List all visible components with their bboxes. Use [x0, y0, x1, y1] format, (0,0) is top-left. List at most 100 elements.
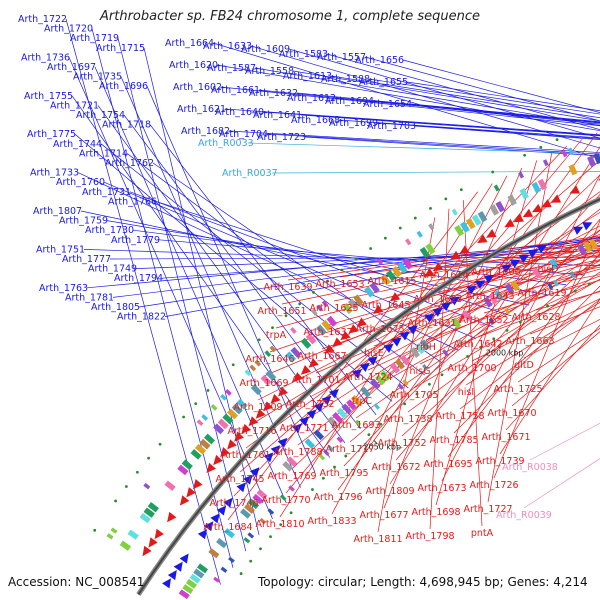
reverse-gene-label: Arth_1717 — [325, 444, 374, 455]
forward-category-block — [220, 566, 228, 573]
forward-gene-label: Arth_1762 — [105, 158, 154, 169]
reverse-gene-label: ribH — [416, 342, 436, 353]
orf-marker — [311, 488, 314, 491]
reverse-category-block — [269, 345, 277, 353]
reverse-label-leader — [239, 159, 600, 473]
forward-category-block — [259, 517, 267, 525]
reverse-rna-label: Arth_R0039 — [496, 510, 552, 521]
reverse-category-block — [519, 188, 529, 200]
reverse-gene-label: Arth_1628 — [511, 312, 560, 323]
orf-marker — [340, 268, 344, 272]
reverse-gene-label: Arth_1693 — [331, 420, 380, 431]
forward-category-block — [213, 576, 220, 583]
forward-gene-arrow — [359, 362, 370, 372]
forward-gene-label: Arth_1751 — [36, 244, 85, 255]
label-leader-lines — [65, 18, 600, 585]
reverse-category-block — [143, 507, 155, 518]
reverse-category-block — [386, 270, 397, 282]
forward-gene-arrow — [501, 264, 512, 274]
reverse-gene-arrow — [213, 454, 223, 466]
forward-gene-label: Arth_1718 — [102, 120, 151, 131]
reverse-label-leader — [321, 250, 600, 350]
forward-category-block — [252, 493, 264, 505]
forward-gene-label: Arth_1722 — [18, 14, 67, 25]
reverse-category-block — [568, 164, 578, 176]
forward-category-block — [588, 238, 598, 250]
reverse-gene-label: Arth_1810 — [255, 519, 304, 530]
reverse-gene-arrow — [486, 229, 497, 238]
reverse-gene-label: Arth_1614 — [419, 270, 468, 281]
forward-gene-arrow — [391, 337, 402, 347]
reverse-label-leader — [435, 160, 538, 506]
reverse-label-leader — [367, 264, 600, 371]
reverse-category-block — [220, 393, 227, 401]
forward-gene-arrow — [243, 474, 253, 485]
forward-gene-label: Arth_1656 — [355, 55, 404, 66]
reverse-gene-label: Arth_1833 — [307, 516, 356, 527]
reverse-gene-label: Arth_1788 — [273, 447, 322, 458]
reverse-label-leader — [391, 245, 600, 275]
orf-marker — [546, 304, 550, 308]
orf-marker — [444, 197, 448, 201]
forward-category-block — [494, 289, 504, 302]
forward-gene-arrow — [204, 521, 214, 532]
reverse-gene-label: Arth_1652 — [459, 315, 508, 326]
forward-category-block — [380, 370, 391, 382]
reverse-gene-label: Arth_1738 — [383, 414, 432, 425]
forward-category-block — [327, 445, 334, 452]
reverse-gene-label: Arth_1739 — [475, 456, 524, 467]
reverse-label-leader — [337, 132, 598, 491]
orf-marker — [284, 314, 288, 318]
orf-marker — [479, 346, 482, 349]
reverse-gene-label: Arth_1796 — [313, 492, 362, 503]
reverse-category-block — [290, 346, 302, 358]
reverse-gene-arrow — [389, 292, 401, 302]
reverse-category-block — [305, 333, 317, 345]
reverse-category-block — [380, 274, 391, 286]
forward-category-block — [488, 293, 499, 305]
forward-gene-label: Arth_1733 — [30, 168, 79, 179]
reverse-gene-arrow — [186, 487, 196, 498]
reverse-gene-arrow — [531, 203, 543, 213]
reverse-gene-label: Arth_1651 — [257, 306, 306, 317]
reverse-category-block — [264, 350, 272, 358]
forward-gene-label: Arth_1781 — [65, 292, 114, 303]
reverse-gene-label: Arth_1653 — [315, 279, 364, 290]
forward-label-leader — [300, 114, 600, 137]
reverse-gene-arrow — [167, 511, 177, 523]
reverse-category-block — [460, 221, 470, 233]
reverse-label-leader — [373, 263, 600, 347]
orf-marker — [505, 328, 509, 332]
reverse-label-leader — [343, 193, 600, 467]
forward-category-block — [488, 317, 495, 325]
forward-label-leader — [152, 162, 442, 363]
orf-marker — [257, 338, 261, 342]
map-title: Arthrobacter sp. FB24 chromosome 1, comp… — [100, 9, 481, 24]
reverse-gene-label: trpC — [352, 396, 373, 407]
reverse-label-leader — [425, 275, 600, 341]
orf-marker — [491, 170, 495, 174]
forward-gene-arrow — [270, 445, 281, 455]
reverse-gene-label: Arth_1771 — [279, 423, 328, 434]
forward-category-block — [510, 280, 520, 292]
forward-gene-label: Arth_1760 — [56, 177, 105, 188]
orf-marker — [383, 236, 387, 240]
reverse-gene-label: Arth_1701 — [291, 375, 340, 386]
forward-gene-label: Arth_1736 — [21, 52, 70, 63]
forward-gene-label: Arth_1807 — [33, 206, 82, 217]
reverse-category-block — [353, 294, 364, 306]
forward-category-block — [323, 449, 330, 456]
forward-category-block — [577, 244, 587, 256]
reverse-label-leader — [413, 278, 600, 389]
reverse-gene-arrow — [293, 372, 304, 382]
forward-gene-arrow — [449, 296, 460, 306]
forward-category-block — [223, 528, 235, 539]
reverse-category-block — [428, 223, 435, 231]
forward-gene-label: Arth_1822 — [117, 312, 166, 323]
forward-category-block — [244, 503, 256, 514]
forward-category-block — [288, 485, 295, 492]
forward-category-block — [248, 498, 260, 510]
forward-gene-label: Arth_1588 — [321, 74, 370, 85]
reverse-gene-arrow — [142, 545, 152, 557]
forward-label-leader — [410, 103, 600, 123]
